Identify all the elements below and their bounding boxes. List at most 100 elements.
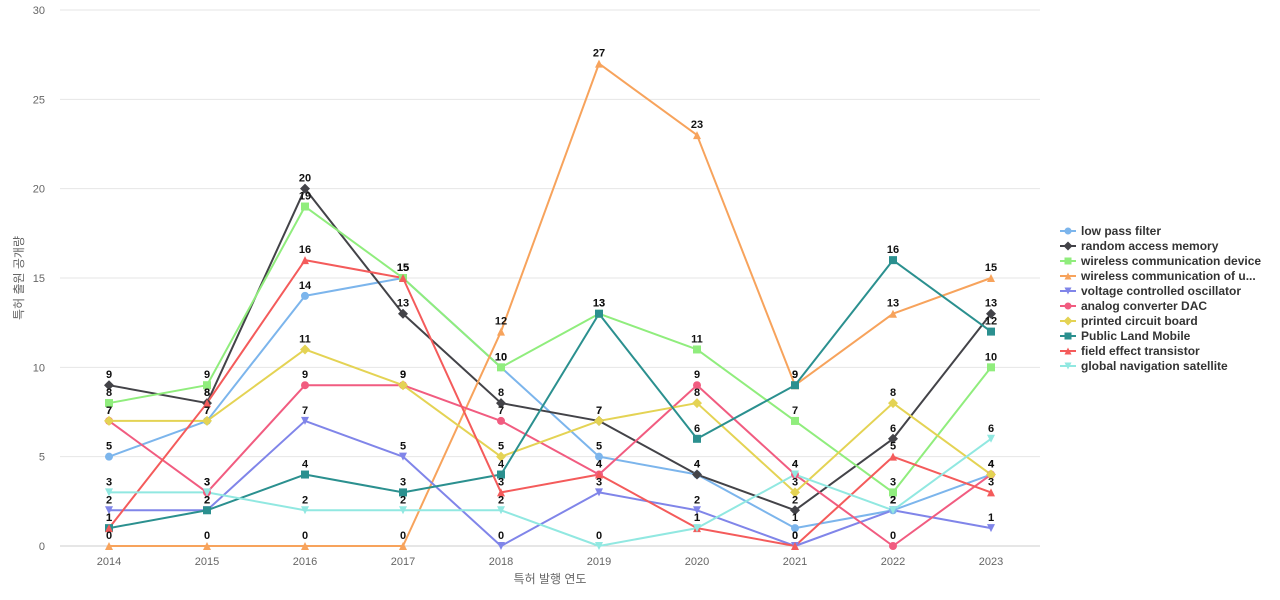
- data-label: 7: [498, 405, 504, 417]
- x-tick-label: 2017: [391, 556, 415, 568]
- legend-item: voltage controlled oscillator: [1060, 284, 1241, 298]
- data-point: [791, 542, 799, 550]
- data-label: 1: [694, 512, 700, 524]
- y-tick-label: 5: [39, 452, 45, 464]
- x-tick-label: 2015: [195, 556, 219, 568]
- data-point: [791, 524, 799, 533]
- data-point: [301, 542, 309, 550]
- data-point: [202, 415, 212, 426]
- data-label: 6: [694, 423, 700, 435]
- data-point: [105, 506, 113, 515]
- data-label: 8: [694, 387, 700, 399]
- data-label: 0: [498, 530, 504, 542]
- data-label: 2: [890, 494, 896, 506]
- legend-label: Public Land Mobile: [1081, 329, 1191, 343]
- data-point: [790, 505, 800, 516]
- data-point: [301, 202, 309, 211]
- data-label: 2: [106, 494, 112, 506]
- legend-item: wireless communication of u...: [1060, 269, 1256, 283]
- data-label: 10: [985, 351, 997, 363]
- x-tick-label: 2018: [489, 556, 513, 568]
- data-label: 7: [204, 405, 210, 417]
- data-point: [791, 416, 799, 425]
- data-label: 9: [792, 369, 798, 381]
- legend-marker: [1063, 241, 1073, 251]
- data-point: [203, 506, 211, 515]
- data-point: [496, 451, 506, 462]
- data-label: 2: [792, 494, 798, 506]
- data-label: 6: [890, 423, 896, 435]
- x-tick-label: 2019: [587, 556, 611, 568]
- data-label: 3: [204, 476, 210, 488]
- data-label: 7: [106, 405, 112, 417]
- data-point: [203, 381, 211, 390]
- data-label: 7: [596, 405, 602, 417]
- data-label: 0: [596, 530, 602, 542]
- data-label: 8: [204, 387, 210, 399]
- data-point: [595, 488, 603, 497]
- x-tick-label: 2021: [783, 556, 807, 568]
- data-point: [399, 488, 407, 497]
- legend-label: analog converter DAC: [1081, 299, 1207, 313]
- data-label: 5: [106, 441, 112, 453]
- series-markers: [104, 59, 996, 550]
- data-point: [300, 183, 310, 194]
- data-point: [105, 399, 113, 408]
- data-point: [987, 363, 995, 372]
- data-label: 5: [890, 441, 896, 453]
- data-point: [105, 488, 113, 497]
- legend-marker: [1064, 257, 1072, 265]
- data-label: 9: [400, 369, 406, 381]
- data-point: [595, 59, 603, 68]
- data-point: [693, 381, 701, 390]
- data-label: 15: [397, 262, 409, 274]
- data-label: 2: [890, 494, 896, 506]
- legend-marker: [1063, 316, 1073, 326]
- data-label: 4: [596, 459, 603, 471]
- data-label: 0: [400, 530, 406, 542]
- data-point: [790, 487, 800, 498]
- data-point: [104, 380, 114, 391]
- data-label: 20: [299, 173, 311, 185]
- data-label: 27: [593, 48, 605, 60]
- data-point: [987, 488, 995, 497]
- data-label: 8: [204, 387, 210, 399]
- legend-item: field effect transistor: [1060, 344, 1200, 358]
- data-point: [105, 524, 113, 533]
- legend-marker: [1064, 362, 1072, 370]
- data-point: [105, 542, 113, 550]
- data-point: [497, 542, 505, 550]
- data-point: [889, 506, 897, 515]
- data-point: [497, 506, 505, 515]
- data-label: 3: [204, 476, 210, 488]
- series-line: [109, 419, 992, 547]
- data-point: [693, 506, 701, 515]
- data-label: 7: [106, 405, 112, 417]
- data-label: 12: [985, 316, 997, 328]
- data-point: [692, 398, 702, 409]
- data-label: 4: [596, 459, 603, 471]
- legend-label: low pass filter: [1081, 224, 1161, 238]
- data-point: [398, 380, 408, 391]
- data-label: 5: [400, 441, 406, 453]
- legend-item: Public Land Mobile: [1060, 329, 1191, 343]
- data-point: [791, 381, 799, 390]
- legend-label: printed circuit board: [1081, 314, 1198, 328]
- data-point: [399, 542, 407, 550]
- legend-marker: [1064, 302, 1072, 310]
- data-point: [496, 398, 506, 409]
- legend-item: wireless communication device: [1060, 254, 1261, 268]
- data-label: 0: [204, 530, 210, 542]
- data-label: 4: [792, 459, 799, 471]
- data-point: [497, 363, 505, 372]
- data-label: 4: [694, 459, 701, 471]
- data-label: 13: [593, 298, 605, 310]
- data-point: [595, 542, 603, 550]
- legend-label: random access memory: [1081, 239, 1219, 253]
- x-tick-label: 2016: [293, 556, 317, 568]
- data-point: [987, 274, 995, 282]
- data-point: [301, 416, 309, 425]
- data-label: 1: [106, 512, 112, 524]
- data-point: [693, 345, 701, 354]
- x-axis-ticks: 2014 2015 2016 2017 2018 2019 2020 2021 2022 2023: [97, 556, 1003, 568]
